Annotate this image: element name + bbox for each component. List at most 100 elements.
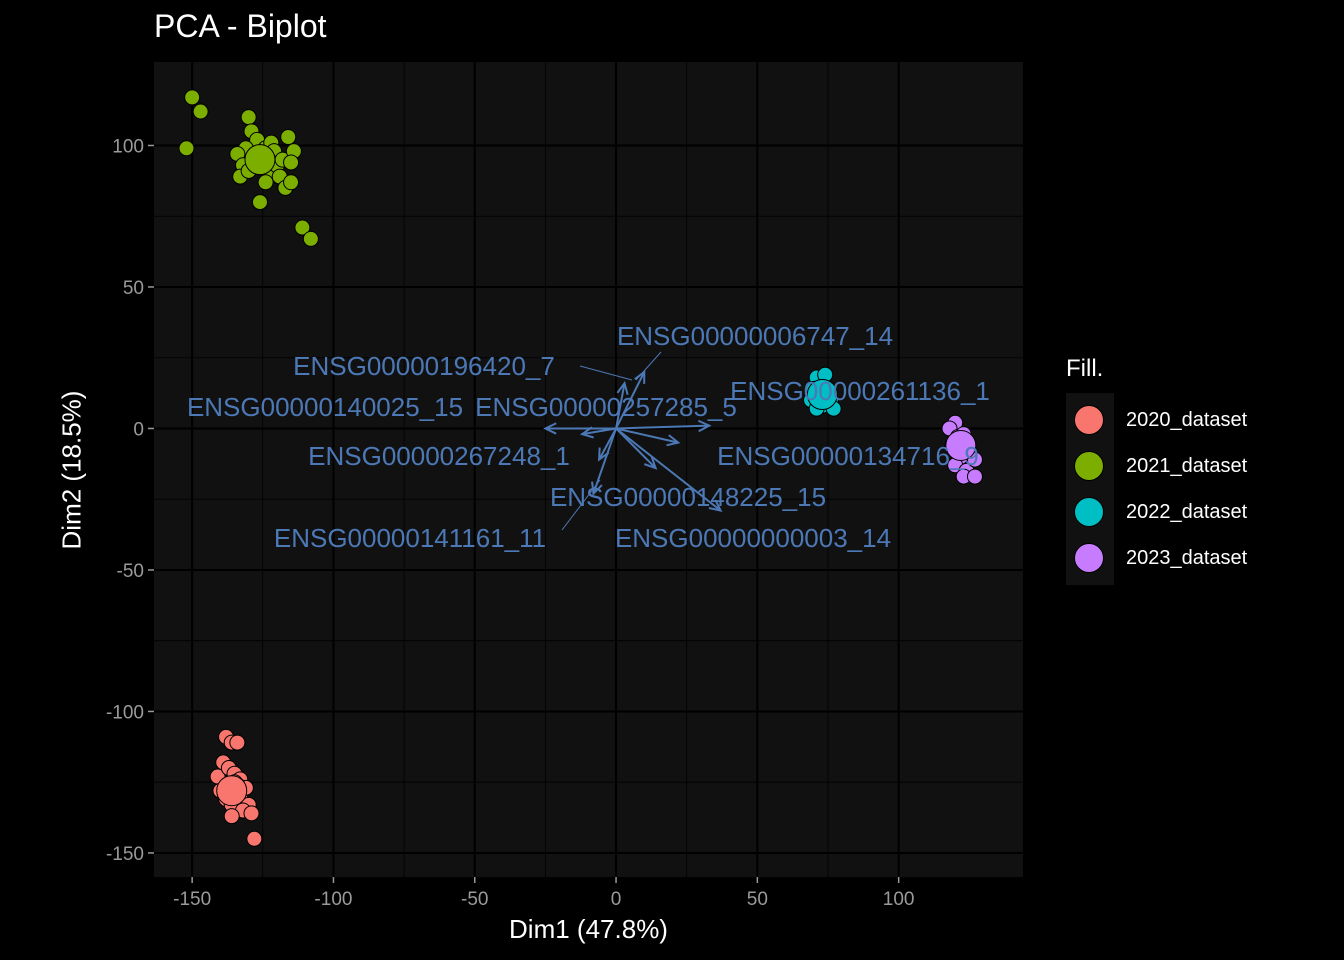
y-tick-label: -50 <box>117 561 144 582</box>
arrow-head <box>643 456 658 470</box>
x-tick-label: 50 <box>747 889 768 910</box>
label-leader-line <box>579 365 633 381</box>
legend-title: Fill. <box>1066 355 1104 382</box>
variable-arrow <box>591 428 617 496</box>
y-tick-label: -150 <box>106 844 144 865</box>
arrow-shaft <box>592 428 617 494</box>
x-tick-label: -100 <box>314 889 352 910</box>
series-2021_dataset <box>178 89 319 247</box>
arrow-head <box>616 380 629 396</box>
variable-label: ENSG00000267248_1 <box>308 441 570 471</box>
variable-label: ENSG00000257285_5 <box>475 392 737 422</box>
data-point <box>283 154 300 171</box>
variable-label: ENSG00000148225_15 <box>550 482 826 512</box>
legend-key <box>1066 489 1112 535</box>
variable-label: ENSG00000134716_9 <box>717 441 979 471</box>
label-leader-line <box>561 479 601 531</box>
arrow-head <box>591 481 603 496</box>
data-point <box>184 89 201 106</box>
data-point <box>178 140 195 157</box>
legend-swatch <box>1074 405 1104 435</box>
arrow-shaft <box>616 424 710 430</box>
arrow-shaft <box>615 427 722 512</box>
legend-item: 2023_dataset <box>1066 535 1247 581</box>
legend-swatch <box>1074 497 1104 527</box>
y-axis-title: Dim2 (18.5%) <box>56 390 87 550</box>
arrow-shaft <box>615 427 679 444</box>
legend-key <box>1066 535 1112 581</box>
legend-key <box>1066 397 1112 443</box>
data-point <box>192 103 209 120</box>
y-tick-label: 0 <box>133 419 144 440</box>
variable-arrow <box>615 369 646 429</box>
data-point <box>229 734 246 751</box>
variable-label: ENSG00000006747_14 <box>617 321 893 351</box>
legend-item: 2021_dataset <box>1066 443 1247 489</box>
variable-labels: ENSG00000006747_14 ENSG00000196420_7 ENSG0… <box>187 321 990 553</box>
group-centroid <box>806 379 838 411</box>
arrow-head <box>708 499 723 512</box>
arrow-head <box>543 422 557 435</box>
legend-box: 2020_dataset 2021_dataset 2022_dataset 2023… <box>1066 393 1247 585</box>
x-tick-label: 0 <box>611 889 622 910</box>
variable-label: ENSG00000261136_1 <box>730 376 990 406</box>
data-point <box>283 174 300 191</box>
group-centroid <box>216 775 248 807</box>
legend-label: 2023_dataset <box>1126 546 1248 569</box>
legend-swatch <box>1074 451 1104 481</box>
legend-label: 2022_dataset <box>1126 500 1248 523</box>
variable-label: ENSG00000196420_7 <box>293 351 555 381</box>
x-tick-label: -150 <box>173 889 211 910</box>
variable-arrow <box>615 380 629 429</box>
data-point <box>280 128 297 145</box>
series-2020_dataset <box>209 728 263 847</box>
data-point <box>240 109 257 126</box>
x-tick-label: 100 <box>883 889 915 910</box>
legend-key <box>1066 443 1112 489</box>
arrow-shaft <box>581 427 617 436</box>
series-2022_dataset <box>803 366 842 417</box>
legend-swatch <box>1074 543 1104 573</box>
arrow-head <box>597 447 610 462</box>
variable-arrow <box>615 427 681 447</box>
data-point <box>257 174 274 191</box>
plot-panel <box>154 62 1023 877</box>
data-point <box>302 230 319 247</box>
legend-label: 2020_dataset <box>1126 408 1248 431</box>
legend-label: 2021_dataset <box>1126 454 1248 477</box>
group-centroid <box>244 144 276 176</box>
variable-label: ENSG00000141161_11 <box>274 523 546 553</box>
data-point <box>223 808 240 825</box>
arrow-head <box>697 419 712 433</box>
data-point <box>294 219 311 236</box>
variable-arrow <box>615 427 658 470</box>
variable-arrow <box>543 422 617 435</box>
variable-label: ENSG00000140025_15 <box>187 392 463 422</box>
x-axis-title: Dim1 (47.8%) <box>509 914 668 944</box>
data-point <box>966 468 983 485</box>
y-tick-label: -100 <box>106 702 144 723</box>
y-tick-label: 50 <box>123 278 144 299</box>
variable-arrow <box>615 427 723 512</box>
data-point <box>251 194 268 211</box>
variable-label: ENSG00000000003_14 <box>615 523 891 553</box>
variable-arrows <box>543 369 723 512</box>
variable-arrow <box>616 419 712 433</box>
arrow-shaft <box>615 383 626 429</box>
data-point <box>243 805 260 822</box>
arrow-head <box>579 426 594 439</box>
y-tick-label: 100 <box>112 136 144 157</box>
arrow-head <box>634 369 646 384</box>
arrow-shaft <box>615 427 657 469</box>
data-point <box>246 830 263 847</box>
x-tick-label: -50 <box>461 889 488 910</box>
series-2023_dataset <box>941 414 983 485</box>
label-leader-line <box>635 351 662 381</box>
group-centroid <box>945 429 977 461</box>
data-points <box>178 89 983 847</box>
arrow-head <box>666 434 681 447</box>
legend-item: 2020_dataset <box>1066 397 1247 443</box>
axis-ticks: -150 -100 -50 0 50 100 100 50 0 -50 -100 -150 <box>106 136 915 910</box>
variable-arrow <box>579 426 617 439</box>
